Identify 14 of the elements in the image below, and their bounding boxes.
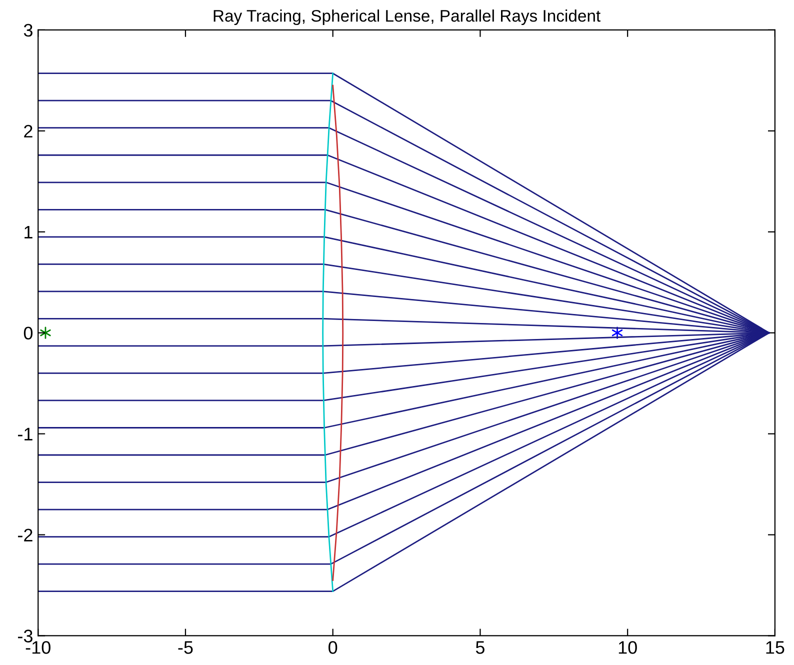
y-tick-label: -3 bbox=[18, 630, 32, 642]
y-tick-label: 3 bbox=[24, 24, 32, 37]
y-tick-label: -1 bbox=[18, 428, 32, 440]
x-tick-label: 10 bbox=[618, 641, 637, 654]
x-tick-label: -10 bbox=[26, 641, 50, 654]
y-tick-label: 2 bbox=[24, 124, 32, 138]
x-tick-label: -5 bbox=[178, 641, 193, 654]
y-tick-label: 1 bbox=[24, 226, 32, 238]
x-tick-label: 15 bbox=[766, 641, 784, 654]
y-tick-label: 0 bbox=[24, 326, 33, 340]
x-tick-label: 0 bbox=[328, 641, 338, 654]
y-tick-label: -2 bbox=[18, 528, 32, 542]
x-tick-label: 5 bbox=[476, 641, 484, 654]
chart-title: Ray Tracing, Spherical Lense, Parallel Rays Incident bbox=[214, 10, 600, 26]
